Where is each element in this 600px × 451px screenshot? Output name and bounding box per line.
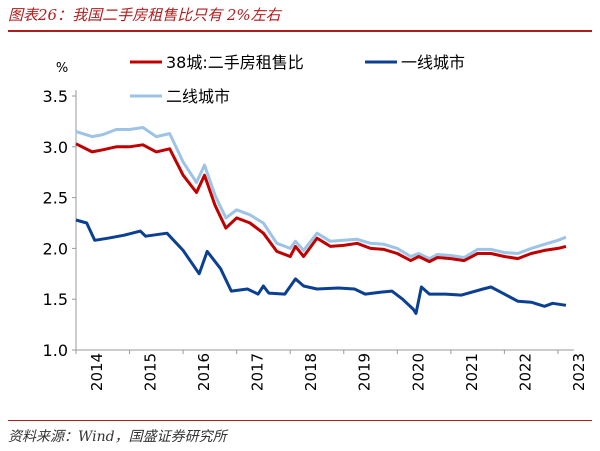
x-tick-label: 2022 <box>516 353 534 391</box>
x-tick-label: 2017 <box>249 353 267 391</box>
chart-title: 图表26：我国二手房租售比只有 2%左右 <box>8 6 281 24</box>
x-tick-label: 2021 <box>463 353 481 391</box>
y-axis-unit: % <box>56 61 68 76</box>
x-tick-label: 2015 <box>142 353 160 391</box>
x-tick-label: 2018 <box>302 353 320 391</box>
title-divider <box>8 30 592 32</box>
y-tick-label: 2.0 <box>43 239 68 258</box>
y-tick-label: 3.0 <box>43 138 68 157</box>
x-tick-label: 2014 <box>88 353 106 391</box>
source-note: 资料来源：Wind，国盛证券研究所 <box>8 429 227 445</box>
footer-divider <box>8 420 592 421</box>
series-line-2 <box>75 126 567 261</box>
x-tick-label: 2016 <box>195 353 213 391</box>
x-tick-label: 2020 <box>409 353 427 391</box>
legend-label: 一线城市 <box>401 53 465 72</box>
series-line-1 <box>75 218 567 315</box>
y-tick-label: 1.0 <box>43 341 68 360</box>
legend-label: 38城:二手房租售比 <box>166 53 304 72</box>
x-tick-label: 2023 <box>570 353 588 391</box>
y-tick-label: 3.5 <box>43 87 68 106</box>
series-line-0 <box>75 142 567 264</box>
x-tick-label: 2019 <box>356 353 374 391</box>
y-tick-label: 2.5 <box>43 189 68 208</box>
y-tick-label: 1.5 <box>43 290 68 309</box>
legend-label: 二线城市 <box>166 87 230 106</box>
